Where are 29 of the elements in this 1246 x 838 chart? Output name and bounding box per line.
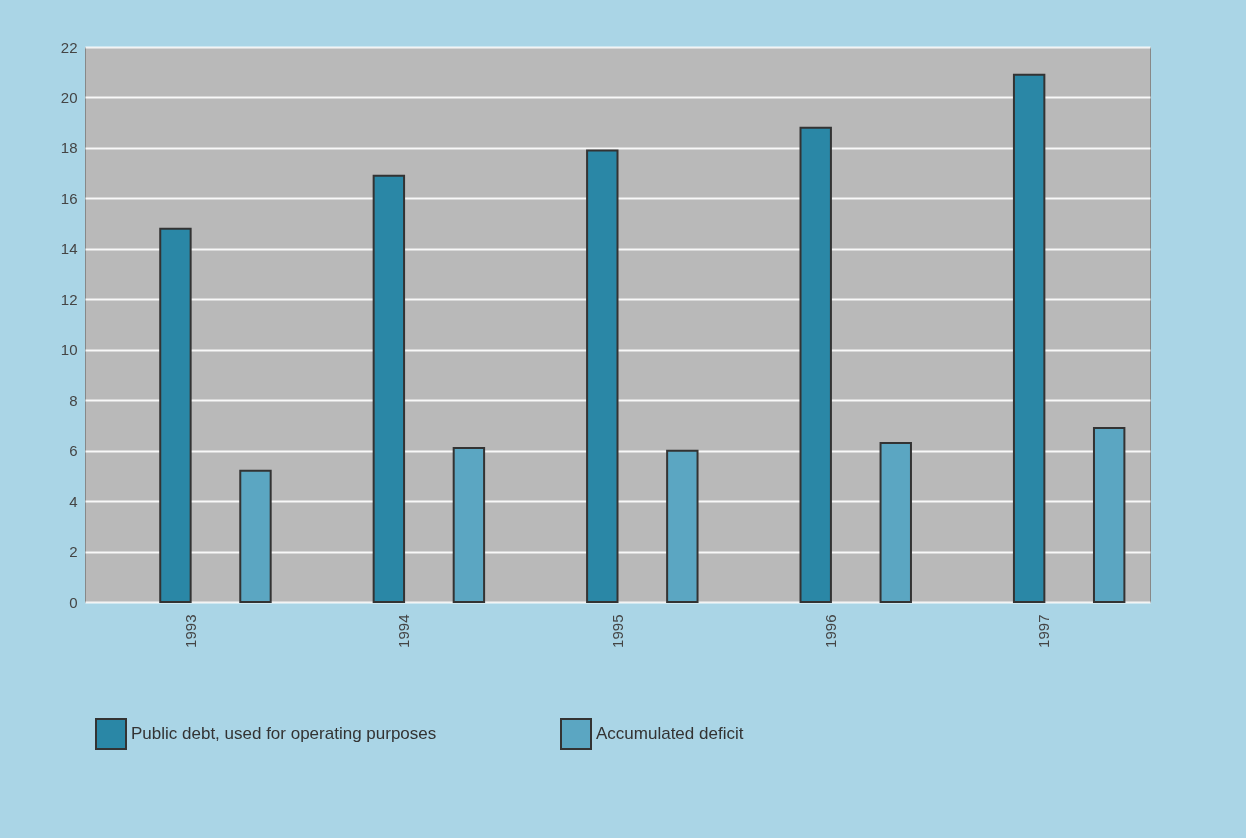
x-tick-label: 1993 <box>181 614 199 648</box>
y-tick-label: 22 <box>60 38 78 56</box>
x-tick-label: 1995 <box>608 614 626 648</box>
bar <box>799 126 832 603</box>
y-tick-label: 0 <box>69 593 78 611</box>
legend-label: Public debt, used for operating purposes <box>131 724 437 743</box>
y-tick-label: 2 <box>69 543 78 561</box>
y-tick-label: 16 <box>60 189 78 207</box>
bar <box>159 227 192 603</box>
y-tick-label: 20 <box>60 88 78 106</box>
x-tick-label: 1997 <box>1035 614 1053 648</box>
bar <box>1092 426 1126 603</box>
bar <box>239 469 272 603</box>
bar <box>879 442 912 603</box>
y-tick-label: 10 <box>60 341 78 359</box>
bar <box>586 149 619 603</box>
y-tick-label: 6 <box>69 442 78 460</box>
y-tick-label: 18 <box>60 139 78 157</box>
bar <box>666 449 699 603</box>
y-tick-label: 12 <box>60 290 78 308</box>
y-tick-label: 4 <box>69 492 78 510</box>
y-tick-label: 8 <box>69 391 78 409</box>
legend-label: Accumulated deficit <box>596 724 744 743</box>
bar <box>372 174 406 603</box>
x-tick-label: 1994 <box>395 614 413 648</box>
bar <box>452 447 486 603</box>
bar <box>1012 73 1046 603</box>
y-tick-label: 14 <box>60 240 78 258</box>
x-tick-label: 1996 <box>821 614 839 648</box>
